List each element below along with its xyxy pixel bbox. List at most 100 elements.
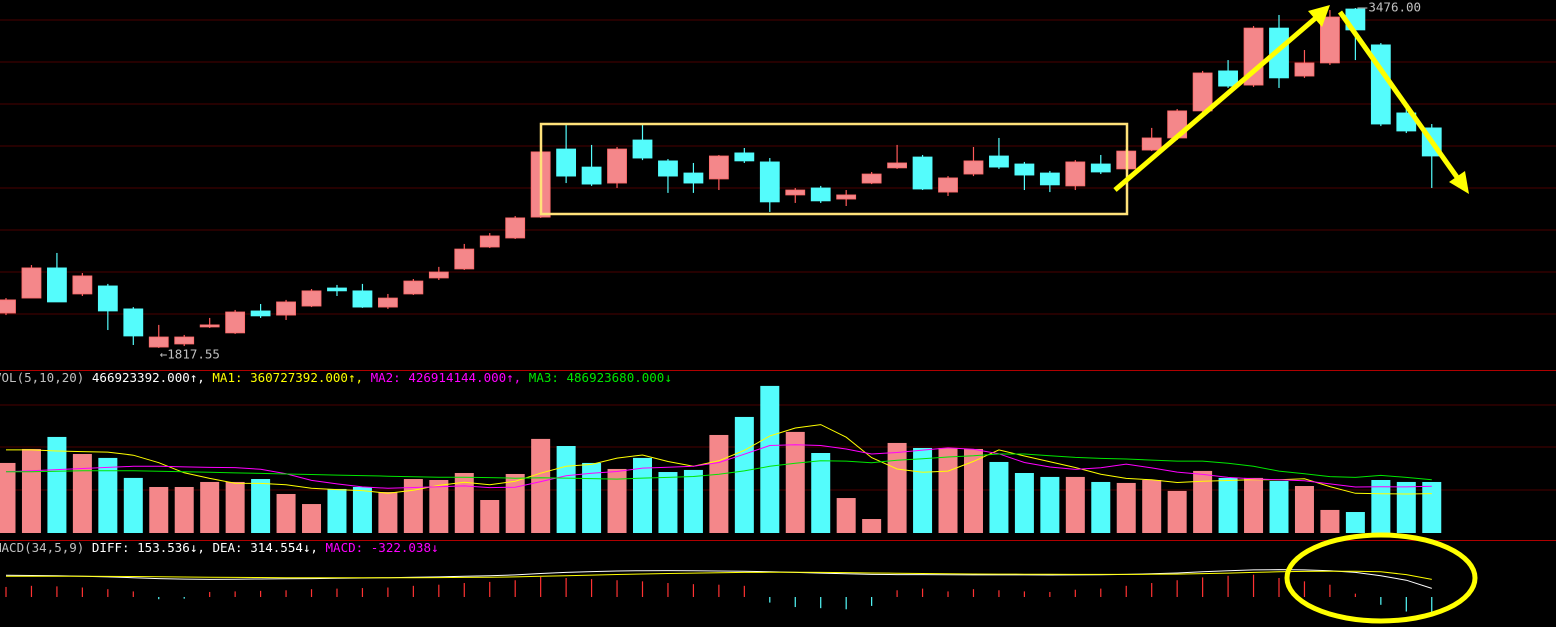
candle-body	[72, 275, 93, 295]
candle-body	[1039, 172, 1060, 186]
header-item: 360727392.000↑,	[250, 370, 363, 385]
candle-body	[963, 160, 984, 175]
panel-header: VOL(5,10,20) 466923392.000↑, MA1: 360727392…	[0, 370, 672, 385]
header-item: MA1:	[212, 370, 242, 385]
volume-bar	[1371, 479, 1391, 533]
volume-bar	[1193, 470, 1213, 533]
volume-bar	[1065, 476, 1085, 533]
volume-bar	[327, 488, 347, 533]
volume-bar	[21, 448, 41, 533]
volume-bar	[1218, 477, 1238, 533]
volume-bar	[505, 473, 525, 533]
candle-body	[1014, 163, 1035, 176]
volume-bar	[47, 436, 67, 533]
candle-body	[759, 161, 780, 203]
header-item: MA2:	[371, 370, 401, 385]
candle-body	[581, 166, 602, 185]
candle-body	[887, 162, 907, 169]
header-item: DIFF:	[92, 540, 130, 555]
up-arrow	[1113, 14, 1320, 192]
candle-body	[174, 336, 195, 345]
candle-body	[352, 290, 373, 308]
macd-line	[5, 569, 1432, 589]
header-item: 466923392.000↑,	[92, 370, 205, 385]
marks: 3476.00 ←1817.55 VOL(5,10,20) 466923392.000…	[0, 0, 1442, 615]
header-item: MACD(34,5,9)	[0, 540, 84, 555]
candle-body	[1218, 70, 1238, 87]
volume-bar	[1269, 480, 1289, 533]
volume-bar	[225, 481, 245, 533]
candle-body	[0, 299, 16, 314]
volume-bar	[251, 479, 271, 533]
candle-body	[989, 155, 1009, 168]
volume-bar	[149, 486, 169, 533]
header-item: 426914144.000↑,	[408, 370, 521, 385]
down-arrow	[1337, 10, 1462, 182]
candle-body	[556, 148, 577, 177]
candle-body	[148, 336, 169, 348]
macd-line	[5, 570, 1432, 580]
candle-body	[861, 173, 882, 184]
candle-body	[47, 267, 67, 303]
candle-body	[403, 280, 424, 295]
volume-bar	[709, 434, 729, 533]
highlight-ellipse	[1284, 532, 1478, 624]
candle-body	[327, 287, 347, 292]
volume-bar	[378, 492, 398, 533]
header-item: DEA:	[212, 540, 242, 555]
volume-bar	[785, 431, 805, 533]
volume-bar	[556, 446, 576, 533]
candle-body	[505, 217, 526, 239]
volume-bar	[1320, 509, 1340, 533]
volume-bar	[633, 457, 652, 533]
candle-body	[683, 172, 704, 184]
volume-bar	[72, 453, 92, 533]
candle-body	[734, 152, 755, 162]
candle-body	[428, 271, 449, 279]
volume-bar	[403, 479, 423, 533]
header-item: -322.038↓	[371, 540, 439, 555]
candle-body	[708, 155, 729, 180]
candle-body	[97, 285, 118, 312]
panel-header: MACD(34,5,9) DIFF: 153.536↓, DEA: 314.554↓, M…	[0, 540, 439, 555]
candle-body	[912, 156, 933, 190]
candle-body	[199, 324, 220, 328]
candle-body	[785, 189, 806, 196]
volume-bar	[1091, 481, 1111, 533]
volume-bar	[1294, 486, 1314, 533]
volume-bar	[276, 493, 296, 533]
header-item: 486923680.000↓	[567, 370, 672, 385]
candle-body	[1192, 72, 1213, 112]
volume-bar	[658, 472, 678, 533]
candle-body	[301, 290, 322, 307]
candle-body	[250, 310, 271, 317]
volume-bar	[1142, 479, 1162, 533]
volume-bar	[989, 461, 1009, 533]
volume-bar	[811, 453, 831, 533]
volume-bar	[1167, 490, 1187, 533]
volume-bar	[0, 462, 16, 533]
arrow-head	[1449, 171, 1469, 194]
volume-bar	[429, 479, 449, 533]
candle-body	[21, 267, 42, 299]
candle-body	[225, 311, 246, 334]
volume-bar	[582, 462, 602, 533]
header-item: MACD:	[326, 540, 364, 555]
header-item: VOL(5,10,20)	[0, 370, 84, 385]
arrow-head	[1308, 5, 1330, 27]
volume-bar	[123, 477, 143, 533]
volume-bar	[98, 457, 118, 533]
volume-bar	[1345, 512, 1365, 533]
candle-body	[836, 194, 857, 200]
volume-bar	[454, 473, 474, 533]
volume-bar	[607, 468, 627, 533]
volume-bar	[352, 486, 372, 533]
range-box	[539, 122, 1129, 216]
header-item: 153.536↓,	[137, 540, 205, 555]
candle-body	[938, 177, 958, 193]
volume-bar	[1422, 481, 1442, 533]
volume-bar	[1116, 482, 1136, 533]
ma-line	[6, 424, 1432, 495]
candle-body	[810, 187, 831, 202]
